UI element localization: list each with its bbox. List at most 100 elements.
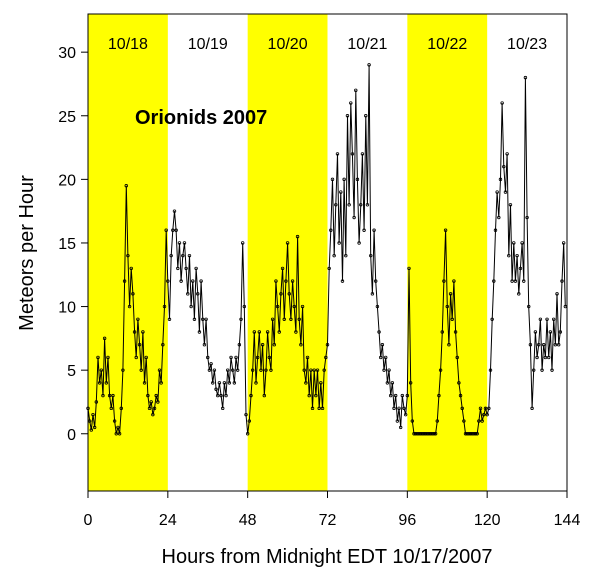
y-tick-label: 20 (58, 172, 76, 189)
data-point (445, 304, 449, 309)
data-point (362, 228, 366, 232)
data-point (191, 279, 195, 283)
data-point (116, 425, 120, 430)
data-point (533, 330, 538, 334)
data-point (317, 406, 321, 411)
data-point (452, 279, 456, 283)
data-point (538, 317, 543, 321)
data-point (375, 304, 380, 309)
data-point (250, 368, 255, 372)
data-point (152, 406, 157, 411)
data-point (354, 88, 358, 93)
data-point (97, 381, 102, 385)
data-point (254, 381, 258, 385)
data-point (300, 304, 305, 309)
y-axis-title: Meteors per Hour (16, 175, 38, 331)
data-point (560, 279, 564, 283)
data-point (329, 228, 333, 232)
data-point (234, 355, 238, 360)
data-point (432, 432, 436, 436)
data-point (199, 279, 203, 283)
data-point (415, 432, 420, 436)
data-point (382, 368, 386, 372)
data-point (196, 292, 200, 296)
x-tick-label: 72 (319, 512, 337, 529)
data-point (94, 400, 99, 404)
data-point (126, 253, 130, 258)
data-point (515, 253, 519, 258)
data-point (111, 393, 115, 398)
data-point (114, 432, 118, 436)
data-point (522, 279, 526, 283)
data-point (384, 355, 388, 360)
data-point (284, 279, 288, 283)
data-point (513, 279, 518, 283)
data-point (226, 368, 230, 372)
data-point (458, 393, 463, 398)
data-point (177, 241, 182, 245)
data-point (340, 279, 345, 283)
data-point (370, 292, 375, 296)
data-point (189, 304, 193, 309)
data-point (468, 432, 473, 436)
data-point (249, 393, 253, 398)
data-point (347, 203, 351, 207)
data-point (420, 432, 425, 436)
series-layer (86, 63, 568, 436)
y-tick-label: 10 (58, 300, 76, 317)
data-point (485, 412, 489, 417)
data-point (132, 330, 137, 334)
data-point (247, 419, 252, 423)
data-point (507, 253, 511, 258)
data-point (259, 368, 263, 372)
data-point (433, 432, 438, 436)
data-point (505, 152, 509, 156)
data-point (377, 330, 381, 334)
y-tick-label: 15 (58, 236, 76, 253)
data-point (360, 152, 365, 156)
data-point (339, 190, 343, 194)
data-point (372, 228, 376, 232)
data-point (156, 400, 160, 404)
data-point (448, 292, 453, 296)
data-point (344, 253, 348, 258)
x-tick-label: 48 (239, 512, 257, 529)
day-label: 10/23 (507, 36, 547, 53)
data-point (405, 393, 410, 398)
data-point (520, 241, 524, 245)
data-point (122, 279, 127, 283)
data-point (532, 368, 536, 372)
data-point (561, 241, 566, 245)
day-label: 10/22 (427, 36, 467, 53)
data-point (365, 203, 370, 207)
data-point (385, 381, 390, 385)
data-point (91, 412, 95, 417)
data-point (556, 343, 561, 347)
data-point (463, 432, 468, 436)
data-point (462, 419, 466, 423)
data-point (357, 241, 361, 245)
data-point (517, 292, 521, 296)
data-point (157, 368, 162, 372)
data-point (159, 381, 163, 385)
data-point (548, 330, 553, 334)
data-point (535, 355, 539, 360)
data-point (523, 75, 528, 80)
data-point (492, 279, 496, 283)
data-point (478, 406, 483, 411)
data-point (136, 317, 140, 321)
x-tick-label: 144 (554, 512, 581, 529)
data-point (161, 343, 165, 347)
data-point (237, 343, 242, 347)
data-point (342, 177, 346, 182)
data-point (274, 279, 278, 283)
data-point (403, 412, 408, 417)
data-point (222, 381, 227, 385)
data-point (224, 393, 228, 398)
data-point (260, 343, 265, 347)
data-point (96, 355, 100, 360)
data-point (530, 406, 534, 411)
data-point (184, 266, 188, 271)
data-point (179, 279, 183, 283)
